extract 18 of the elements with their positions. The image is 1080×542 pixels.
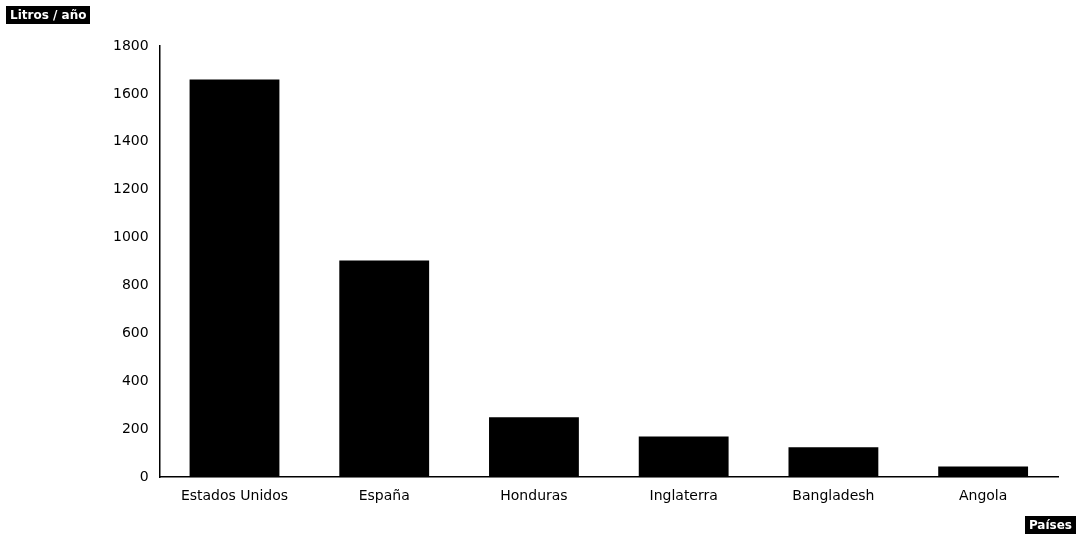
x-axis-title: Países [1024, 516, 1076, 534]
y-tick-label: 800 [121, 276, 149, 293]
x-tick-label: Inglaterra [649, 487, 718, 504]
y-axis-title: Litros / año [6, 6, 91, 24]
x-tick-label: Honduras [500, 487, 568, 504]
y-tick-label: 1200 [112, 180, 149, 197]
y-tick-label: 1800 [112, 36, 149, 53]
x-tick-label: Bangladesh [792, 487, 875, 504]
x-tick-label: Estados Unidos [180, 487, 289, 504]
y-tick-label: 1600 [112, 84, 149, 101]
y-tick-label: 1000 [112, 228, 149, 245]
x-tick-label: Angola [958, 487, 1008, 504]
y-tick-label: 0 [139, 467, 149, 484]
y-tick-label: 400 [121, 372, 149, 389]
y-tick-label: 200 [121, 419, 149, 436]
y-tick-label: 1400 [112, 132, 149, 149]
y-tick-label: 600 [121, 324, 149, 341]
x-tick-label: España [358, 487, 410, 504]
